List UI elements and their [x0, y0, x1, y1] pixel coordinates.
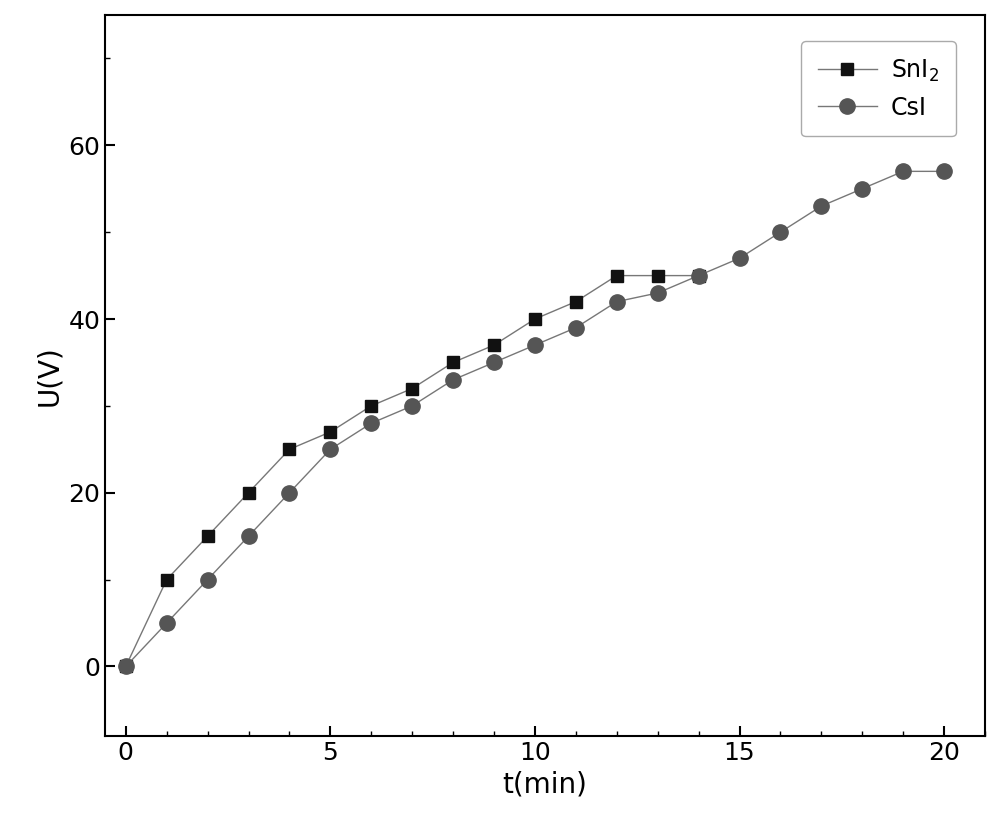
CsI	[324, 444, 336, 454]
SnI$_2$	[324, 427, 336, 437]
SnI$_2$	[365, 401, 377, 411]
CsI	[283, 488, 295, 498]
CsI	[447, 375, 459, 385]
CsI	[488, 358, 500, 368]
SnI$_2$	[202, 531, 214, 541]
SnI$_2$	[693, 271, 705, 281]
CsI	[856, 183, 868, 193]
CsI	[242, 531, 254, 541]
SnI$_2$	[242, 488, 254, 498]
CsI	[693, 271, 705, 281]
CsI	[652, 288, 664, 298]
CsI	[938, 166, 950, 176]
Line: SnI$_2$: SnI$_2$	[120, 270, 705, 673]
X-axis label: t(min): t(min)	[503, 770, 588, 798]
SnI$_2$	[529, 314, 541, 324]
CsI	[406, 401, 418, 411]
CsI	[611, 296, 623, 306]
CsI	[815, 201, 827, 211]
CsI	[897, 166, 909, 176]
SnI$_2$	[447, 358, 459, 368]
Y-axis label: U(V): U(V)	[35, 345, 63, 406]
SnI$_2$	[570, 296, 582, 306]
CsI	[202, 574, 214, 584]
Legend: SnI$_2$, CsI: SnI$_2$, CsI	[801, 42, 956, 136]
CsI	[774, 227, 786, 237]
SnI$_2$	[283, 444, 295, 454]
CsI	[570, 323, 582, 333]
CsI	[120, 662, 132, 671]
CsI	[734, 253, 746, 263]
SnI$_2$	[652, 271, 664, 281]
CsI	[161, 618, 173, 628]
SnI$_2$	[161, 574, 173, 584]
SnI$_2$	[611, 271, 623, 281]
CsI	[365, 418, 377, 428]
CsI	[529, 340, 541, 350]
SnI$_2$	[488, 340, 500, 350]
SnI$_2$	[406, 383, 418, 393]
Line: CsI: CsI	[118, 164, 952, 674]
SnI$_2$	[120, 662, 132, 671]
